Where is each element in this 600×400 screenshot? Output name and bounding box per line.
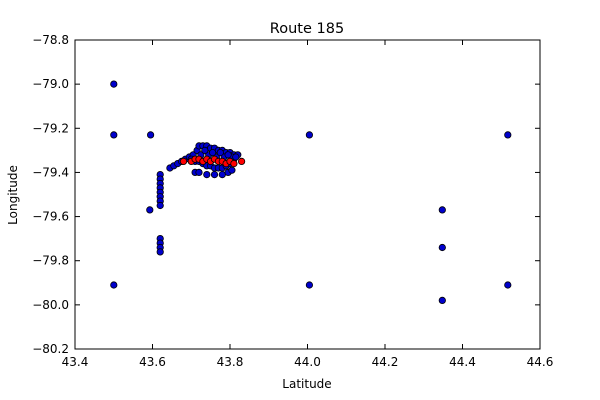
x-tick-label: 44.6 [527,355,554,369]
data-point [438,296,446,304]
y-tick-label: −79.0 [32,77,69,91]
data-point [156,248,164,256]
data-point [147,131,155,139]
y-tick-label: −79.4 [32,165,69,179]
x-tick-label: 43.4 [62,355,89,369]
y-tick-label: −80.0 [32,298,69,312]
data-point [224,151,232,159]
data-point [179,157,188,165]
data-point [238,157,246,165]
data-point [305,281,313,289]
data-point [146,206,154,214]
data-point [504,281,512,289]
y-axis-label: Longitude [6,165,20,225]
x-tick-label: 44.0 [294,355,321,369]
x-tick-label: 43.8 [217,355,244,369]
data-point [216,149,224,157]
data-points [110,80,512,304]
data-point [438,243,446,252]
data-point [504,131,512,139]
chart-title: Route 185 [270,21,344,37]
data-point [209,149,217,157]
data-point [438,206,446,214]
y-tick-label: −79.2 [32,121,69,135]
data-point [210,171,219,179]
y-tick-label: −79.8 [32,254,69,268]
x-axis-label: Latitude [282,377,331,391]
data-point [110,281,118,289]
x-tick-label: 43.6 [139,355,166,369]
x-tick-label: 44.4 [449,355,476,369]
y-tick-label: −79.6 [32,210,69,224]
data-point [232,153,240,161]
data-point [201,146,209,154]
x-tick-label: 44.2 [372,355,399,369]
data-point [110,80,118,88]
data-point [156,201,164,210]
data-point [110,131,118,139]
data-point [230,160,238,168]
axis-ticks: 43.4 43.6 43.8 44.0 44.2 44.4 44.6 −78.8 −79.0 −7… [32,33,553,369]
data-point [195,168,203,176]
y-tick-label: −80.2 [32,342,69,356]
y-tick-label: −78.8 [32,33,69,47]
data-point [228,166,236,174]
data-point [305,131,313,139]
data-point [203,171,211,179]
